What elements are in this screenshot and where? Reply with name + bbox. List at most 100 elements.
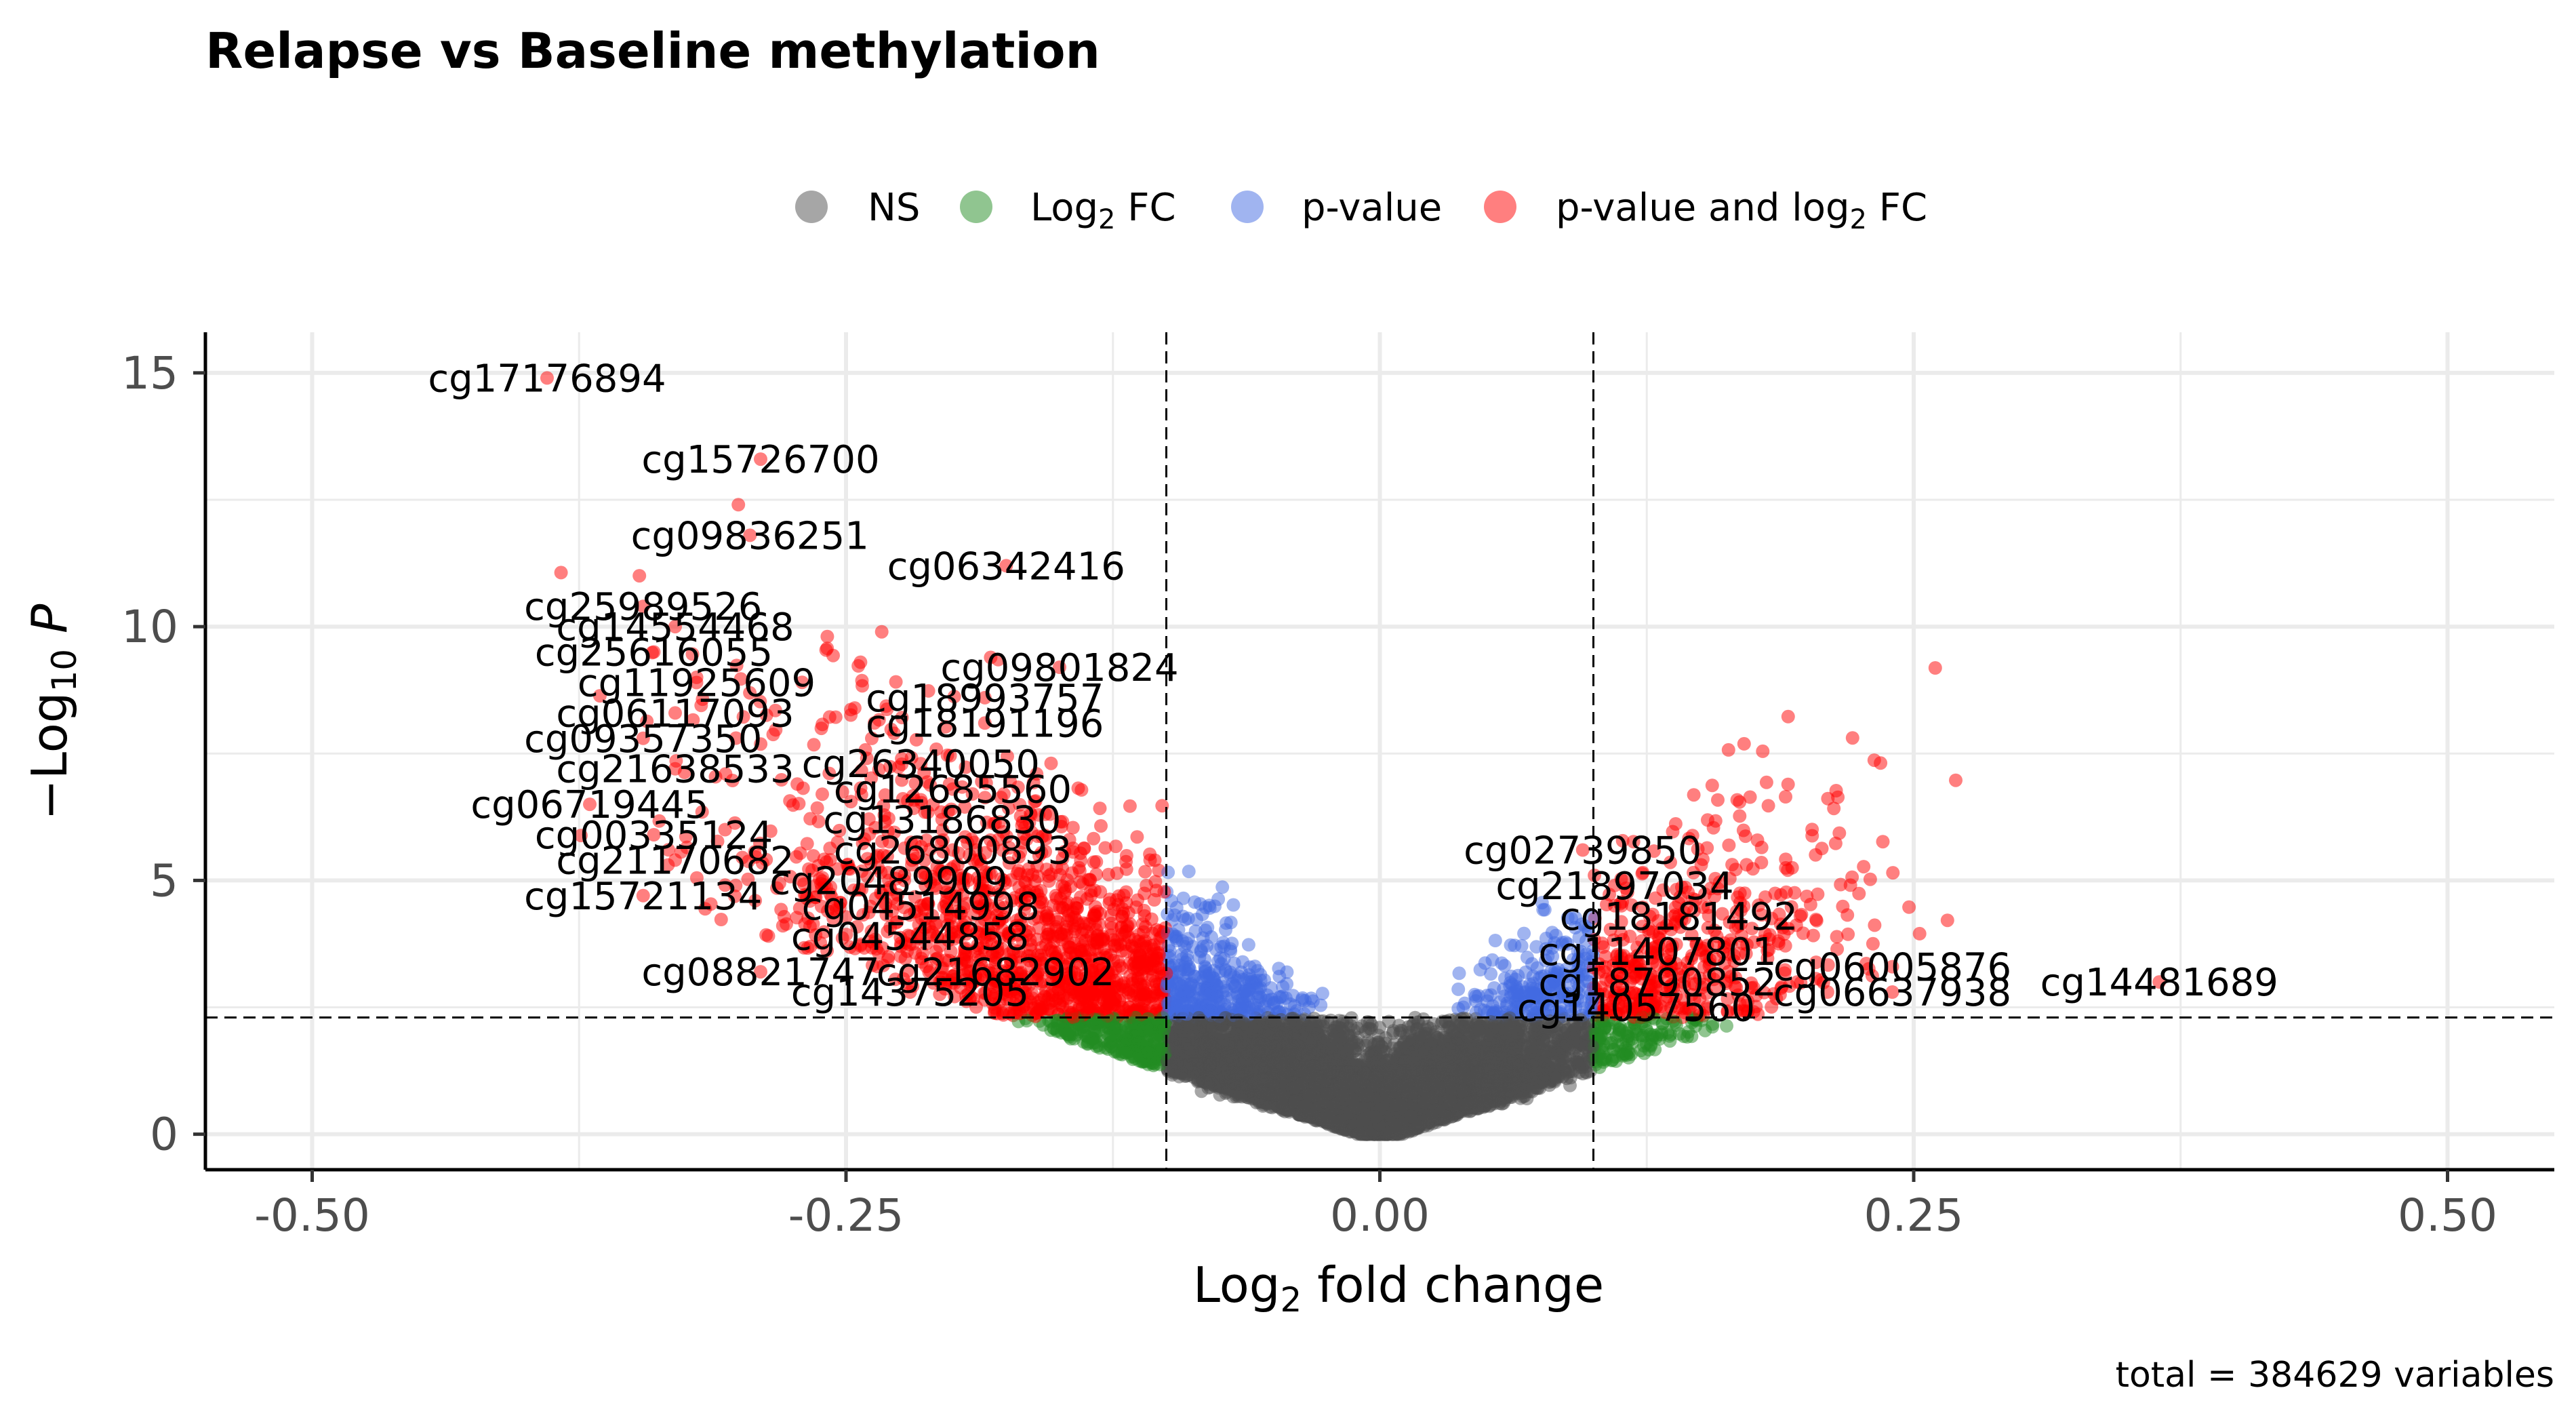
legend-label: NS — [868, 186, 920, 230]
point-p-and-fc — [774, 903, 788, 917]
point-p-and-fc — [695, 805, 709, 819]
point-p-and-fc — [1743, 790, 1757, 804]
point-p-and-fc — [1721, 743, 1735, 757]
point-p-and-fc — [1841, 927, 1855, 941]
point-p-and-fc — [1803, 897, 1817, 911]
point-p-and-fc — [1722, 838, 1736, 852]
point-p-and-fc — [1781, 777, 1795, 791]
point-p-and-fc — [1687, 788, 1701, 802]
legend-swatch — [1484, 191, 1516, 223]
point-p-and-fc — [554, 566, 568, 580]
point-p-and-fc — [1806, 928, 1820, 943]
point-p-and-fc — [1940, 913, 1954, 928]
point-p-and-fc — [1745, 922, 1759, 936]
point-p-and-fc — [710, 834, 725, 848]
grid — [205, 332, 2554, 1170]
point-p-and-fc — [1119, 849, 1133, 863]
legend-label: p-value and log2 FC — [1556, 186, 1927, 235]
point-p-and-fc — [832, 823, 847, 837]
data-points — [540, 371, 2167, 1141]
point-p — [1280, 977, 1294, 991]
point-p-and-fc — [1949, 773, 1963, 787]
point-p-and-fc — [1754, 856, 1769, 869]
point-p-and-fc — [1876, 835, 1890, 849]
point-p-and-fc — [826, 648, 840, 662]
point-p-and-fc — [1087, 855, 1101, 869]
point-p-and-fc — [1733, 809, 1747, 823]
point-p-and-fc — [1093, 802, 1107, 816]
point-p-and-fc — [810, 801, 824, 815]
point-p-and-fc — [921, 684, 935, 698]
point-p — [1215, 880, 1230, 894]
point-p-and-fc — [1779, 852, 1793, 867]
point-p-and-fc — [1836, 899, 1850, 913]
point-p — [1451, 982, 1466, 996]
point-p — [1182, 865, 1196, 879]
point-p-and-fc — [685, 647, 700, 661]
point-p-and-fc — [1868, 918, 1882, 932]
point-p-and-fc — [686, 713, 700, 727]
point-p — [1484, 967, 1498, 981]
legend-swatch — [960, 191, 992, 223]
point-p — [1484, 988, 1498, 1002]
point-p-and-fc — [729, 658, 744, 673]
point-p-and-fc — [783, 869, 797, 884]
point-p-and-fc — [1116, 888, 1131, 903]
legend-label: Log2 FC — [1030, 186, 1176, 235]
point-p-and-fc — [1102, 867, 1116, 882]
point-p-and-fc — [1845, 731, 1859, 745]
point-p-and-fc — [820, 629, 834, 644]
point-p-and-fc — [795, 675, 809, 690]
point-p — [1161, 865, 1175, 879]
point-p-and-fc — [1886, 866, 1900, 880]
point-p-and-fc — [704, 897, 718, 911]
point-p-and-fc — [1001, 749, 1014, 764]
point-p-and-fc — [909, 732, 923, 747]
point-p-and-fc — [714, 913, 728, 926]
legend: NS Log2 FC p-value p-value and log2 FC — [795, 186, 1927, 235]
point-p-and-fc — [1138, 865, 1152, 879]
point-p-and-fc — [1738, 829, 1752, 844]
point-p — [1241, 938, 1255, 952]
point-p-and-fc — [1759, 775, 1773, 789]
point-p-and-fc — [1756, 744, 1770, 758]
point-p-and-fc — [729, 731, 743, 745]
chart-title: Relapse vs Baseline methylation — [205, 22, 1100, 79]
point-p-and-fc — [1811, 887, 1825, 901]
point-p-and-fc — [1852, 886, 1866, 901]
legend-swatch — [1231, 191, 1264, 223]
point-p — [1226, 898, 1241, 912]
point-p-and-fc — [1809, 955, 1823, 970]
point-p-and-fc — [1761, 799, 1775, 813]
point-p-and-fc — [792, 797, 806, 811]
point-p-and-fc — [1074, 783, 1089, 797]
point-p-and-fc — [1603, 922, 1617, 936]
point-p-and-fc — [1754, 840, 1769, 854]
point-p-and-fc — [1832, 826, 1847, 840]
point-p-and-fc — [1809, 913, 1824, 928]
point-p-and-fc — [865, 731, 879, 745]
point-p-and-fc — [743, 686, 757, 700]
point-p — [1209, 943, 1223, 957]
point-p-and-fc — [1828, 836, 1843, 850]
point-p-and-fc — [1779, 790, 1792, 804]
point-p-and-fc — [1705, 778, 1719, 793]
point-p-and-fc — [1711, 793, 1725, 807]
point-p-and-fc — [1123, 799, 1137, 813]
point-p-and-fc — [1809, 848, 1823, 862]
point-p-and-fc — [1912, 926, 1927, 941]
point-p-and-fc — [1130, 830, 1144, 844]
point-p-and-fc — [851, 659, 866, 673]
point-fc — [1685, 1029, 1699, 1044]
point-p-and-fc — [1737, 736, 1751, 751]
legend-label: p-value — [1302, 186, 1442, 230]
point-p-and-fc — [1863, 872, 1877, 886]
point-p-and-fc — [574, 829, 588, 843]
legend-swatch — [795, 191, 828, 223]
point-p-and-fc — [729, 878, 743, 892]
point-p-and-fc — [1094, 819, 1108, 833]
point-p-and-fc — [1796, 926, 1810, 941]
point-p — [1452, 966, 1466, 981]
point-p-and-fc — [816, 787, 829, 802]
